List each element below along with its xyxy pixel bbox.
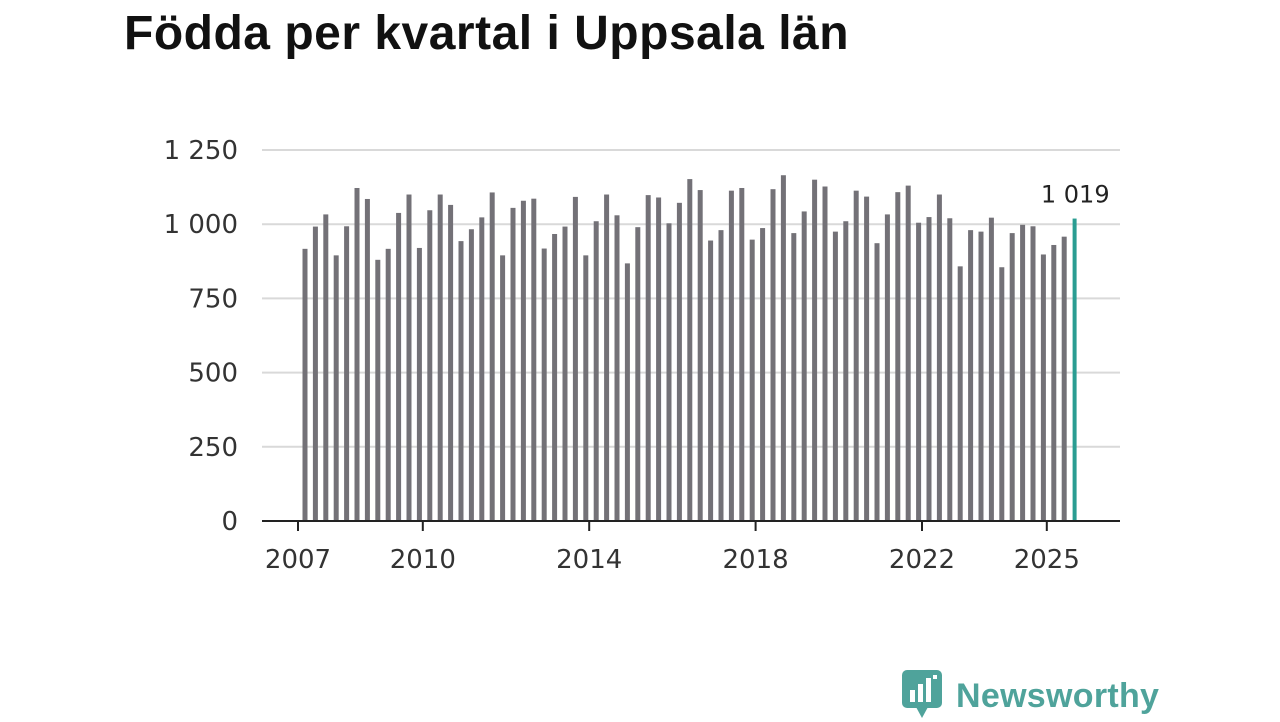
bar bbox=[479, 217, 485, 521]
bar bbox=[1009, 233, 1015, 521]
bar bbox=[905, 185, 911, 521]
bar bbox=[978, 231, 984, 521]
bar bbox=[968, 230, 974, 522]
bar bbox=[416, 247, 422, 521]
bar bbox=[1061, 236, 1067, 522]
bar bbox=[666, 223, 672, 521]
bar bbox=[1020, 224, 1026, 522]
bar bbox=[791, 233, 797, 521]
highlighted-bar bbox=[1072, 218, 1077, 522]
bar bbox=[583, 255, 589, 521]
bar bbox=[354, 187, 360, 521]
bar bbox=[874, 243, 880, 522]
y-tick-label: 1 000 bbox=[164, 210, 238, 240]
newsworthy-logo: Newsworthy bbox=[902, 670, 1159, 722]
bar bbox=[697, 190, 703, 521]
bar bbox=[396, 212, 402, 521]
bar bbox=[926, 217, 932, 522]
bar bbox=[822, 186, 828, 521]
bar bbox=[832, 231, 838, 521]
brand-name: Newsworthy bbox=[956, 676, 1160, 715]
bar bbox=[458, 241, 464, 521]
chart-title: Födda per kvartal i Uppsala län bbox=[124, 7, 850, 60]
bar bbox=[1040, 254, 1046, 521]
bar bbox=[302, 248, 308, 521]
y-tick-label: 1 250 bbox=[164, 136, 238, 166]
bar bbox=[1030, 226, 1036, 522]
bar bbox=[770, 189, 776, 521]
bar bbox=[468, 229, 474, 521]
bar bbox=[708, 240, 714, 522]
bar-chart-speech-bubble-icon bbox=[902, 670, 942, 722]
bar bbox=[500, 255, 506, 521]
bar bbox=[718, 230, 724, 522]
bar bbox=[375, 259, 381, 521]
bar bbox=[999, 267, 1005, 521]
bar bbox=[510, 207, 516, 521]
bar bbox=[728, 190, 734, 521]
x-tick-label: 2007 bbox=[265, 545, 331, 575]
y-axis-labels: 0 250 500 750 1 000 1 250 bbox=[164, 136, 238, 537]
bar bbox=[604, 194, 610, 521]
bar bbox=[687, 179, 693, 521]
bar bbox=[437, 194, 443, 521]
bar bbox=[749, 239, 755, 521]
bar bbox=[323, 214, 329, 522]
y-tick-label: 0 bbox=[221, 507, 238, 537]
bar bbox=[624, 263, 630, 521]
x-tick-label: 2025 bbox=[1014, 545, 1080, 575]
bar bbox=[739, 187, 745, 521]
bar bbox=[812, 179, 818, 521]
highlight-value-label: 1 019 bbox=[1041, 181, 1110, 209]
bar bbox=[645, 195, 651, 522]
bar bbox=[427, 210, 433, 521]
bar bbox=[801, 211, 807, 521]
y-tick-label: 750 bbox=[188, 284, 238, 314]
bar bbox=[572, 196, 578, 521]
bar bbox=[562, 226, 568, 521]
bar bbox=[843, 221, 849, 521]
bar bbox=[936, 194, 942, 521]
bar bbox=[385, 248, 391, 521]
bar bbox=[489, 192, 495, 522]
x-tick-label: 2010 bbox=[390, 545, 456, 575]
bar bbox=[676, 202, 682, 522]
x-tick-label: 2018 bbox=[723, 545, 789, 575]
bar bbox=[344, 226, 350, 522]
bar bbox=[406, 194, 412, 521]
x-tick-label: 2014 bbox=[556, 545, 622, 575]
bar bbox=[760, 228, 766, 521]
bar bbox=[593, 221, 599, 521]
bar bbox=[853, 190, 859, 521]
bar bbox=[364, 198, 370, 522]
bar bbox=[916, 222, 922, 521]
bar bbox=[520, 200, 526, 521]
x-axis-labels: 2007 2010 2014 2018 2022 2025 bbox=[265, 521, 1080, 575]
y-tick-label: 500 bbox=[188, 359, 238, 389]
y-tick-label: 250 bbox=[188, 433, 238, 463]
bar bbox=[957, 266, 963, 521]
bar bbox=[552, 233, 558, 522]
bar bbox=[1051, 244, 1057, 521]
bar bbox=[895, 192, 901, 521]
bar bbox=[988, 217, 994, 521]
bar bbox=[541, 248, 547, 521]
bar bbox=[312, 226, 318, 521]
x-tick-label: 2022 bbox=[889, 545, 955, 575]
bar bbox=[780, 175, 786, 521]
bar bbox=[864, 196, 870, 521]
bar bbox=[333, 255, 339, 521]
bar bbox=[448, 204, 454, 521]
bar bbox=[884, 214, 890, 522]
bar bbox=[614, 215, 620, 521]
bar bbox=[947, 218, 953, 521]
bars bbox=[302, 175, 1077, 522]
bar bbox=[635, 227, 641, 521]
bar bbox=[656, 197, 662, 521]
bar bbox=[531, 198, 537, 521]
